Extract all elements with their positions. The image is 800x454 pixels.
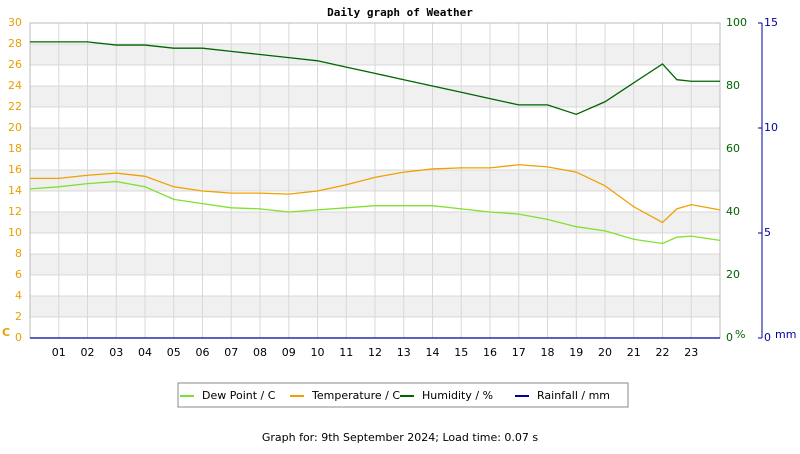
- y3-tick-label: 10: [764, 121, 778, 134]
- y-tick-label: 16: [8, 163, 22, 176]
- chart-title: Daily graph of Weather: [327, 6, 473, 19]
- x-tick-label: 19: [569, 346, 583, 359]
- x-tick-label: 22: [656, 346, 670, 359]
- y2-tick-label: 100: [726, 16, 747, 29]
- x-tick-label: 20: [598, 346, 612, 359]
- y-tick-label: 30: [8, 16, 22, 29]
- y-tick-label: 2: [15, 310, 22, 323]
- x-tick-label: 04: [138, 346, 152, 359]
- y2-tick-label: 20: [726, 268, 740, 281]
- y-tick-label: 20: [8, 121, 22, 134]
- x-tick-label: 14: [426, 346, 440, 359]
- y2-tick-label: 80: [726, 79, 740, 92]
- x-tick-label: 01: [52, 346, 66, 359]
- x-tick-label: 03: [109, 346, 123, 359]
- x-tick-label: 05: [167, 346, 181, 359]
- series-line: [30, 41, 720, 116]
- footer: Graph for: 9th September 2024; Load time…: [262, 431, 539, 444]
- y2-axis-label: %: [735, 328, 745, 341]
- y-tick-label: 26: [8, 58, 22, 71]
- y2-tick-label: 0: [726, 331, 733, 344]
- x-tick-label: 23: [684, 346, 698, 359]
- x-tick-label: 21: [627, 346, 641, 359]
- y-tick-label: 24: [8, 79, 22, 92]
- y-axis-label: C: [2, 326, 10, 339]
- y-tick-label: 4: [15, 289, 22, 302]
- y-tick-label: 10: [8, 226, 22, 239]
- y-tick-label: 18: [8, 142, 22, 155]
- y-tick-label: 6: [15, 268, 22, 281]
- legend-label: Temperature / C: [311, 389, 400, 402]
- x-tick-label: 15: [454, 346, 468, 359]
- x-tick-label: 06: [196, 346, 210, 359]
- y-tick-label: 8: [15, 247, 22, 260]
- x-tick-label: 02: [81, 346, 95, 359]
- y3-tick-label: 15: [764, 16, 778, 29]
- x-tick-label: 08: [253, 346, 267, 359]
- legend-label: Rainfall / mm: [537, 389, 610, 402]
- x-tick-label: 16: [483, 346, 497, 359]
- y3-tick-label: 5: [764, 226, 771, 239]
- legend-label: Humidity / %: [422, 389, 493, 402]
- y-tick-label: 12: [8, 205, 22, 218]
- y-tick-label: 28: [8, 37, 22, 50]
- y2-tick-label: 60: [726, 142, 740, 155]
- x-tick-label: 18: [541, 346, 555, 359]
- y3-tick-label: 0: [764, 331, 771, 344]
- x-tick-label: 12: [368, 346, 382, 359]
- x-tick-label: 13: [397, 346, 411, 359]
- x-tick-label: 09: [282, 346, 296, 359]
- x-tick-label: 17: [512, 346, 526, 359]
- series-line: [29, 180, 721, 245]
- series-line: [30, 164, 721, 224]
- x-tick-label: 07: [224, 346, 238, 359]
- x-tick-label: 10: [311, 346, 325, 359]
- y-tick-label: 14: [8, 184, 22, 197]
- y-tick-label: 22: [8, 100, 22, 113]
- y-tick-label: 0: [15, 331, 22, 344]
- y2-tick-label: 40: [726, 205, 740, 218]
- y3-axis-label: mm: [775, 328, 796, 341]
- x-tick-label: 11: [339, 346, 353, 359]
- legend-label: Dew Point / C: [202, 389, 276, 402]
